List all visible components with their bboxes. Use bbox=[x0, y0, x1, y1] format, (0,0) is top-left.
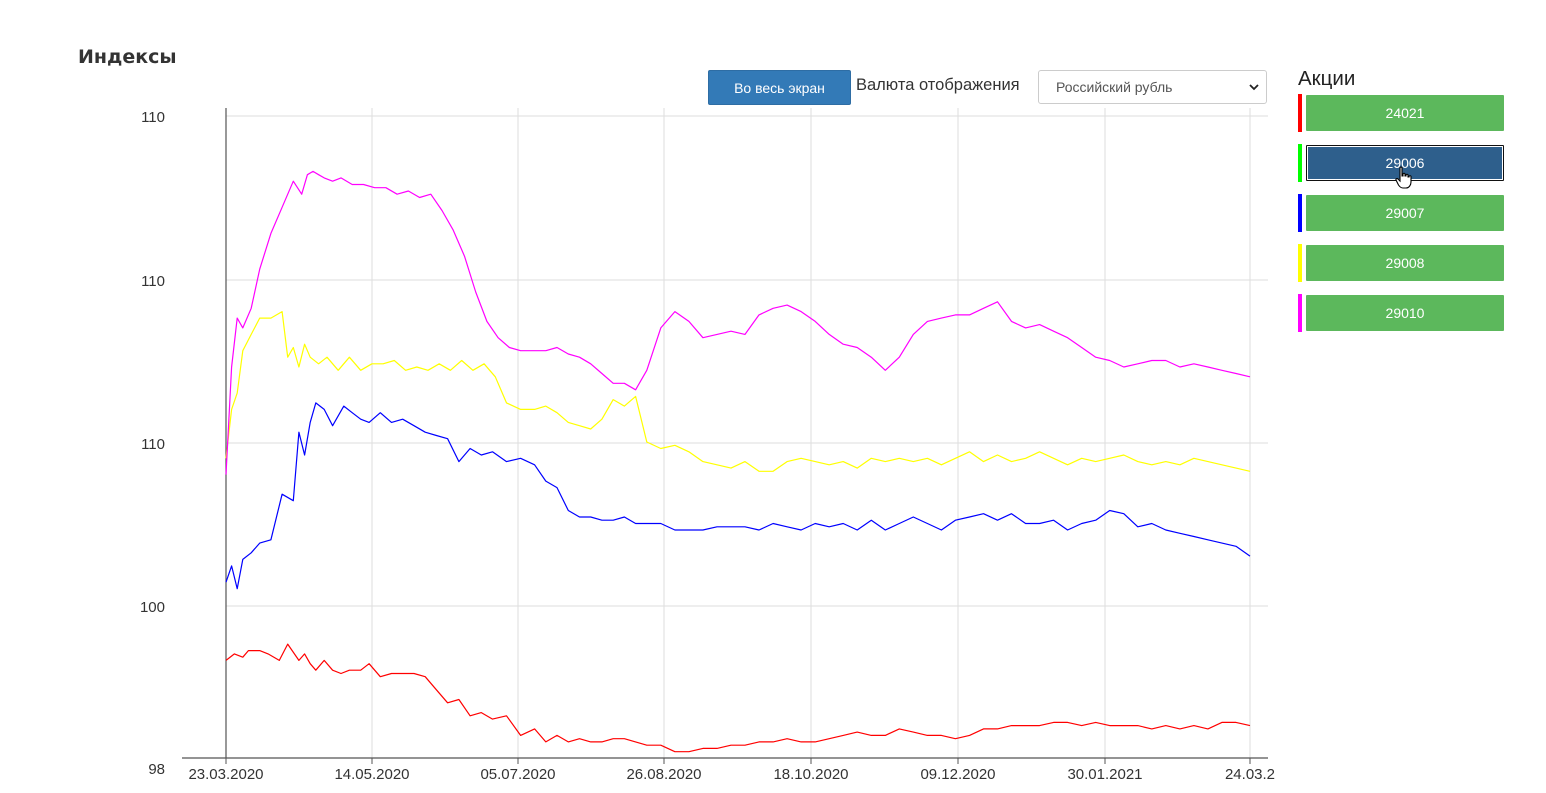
series-line-29008 bbox=[225, 311, 1251, 472]
fullscreen-button[interactable]: Во весь экран bbox=[708, 70, 851, 105]
y-tick-label: 100 bbox=[140, 599, 165, 616]
legend-swatch bbox=[1298, 94, 1302, 132]
y-tick-label: 110 bbox=[141, 436, 165, 453]
legend-item-24021: 24021 bbox=[1298, 94, 1504, 132]
x-tick-label: 26.08.2020 bbox=[626, 766, 701, 783]
stock-button-24021[interactable]: 24021 bbox=[1306, 95, 1504, 131]
legend-item-29010: 29010 bbox=[1298, 294, 1504, 332]
legend-item-29007: 29007 bbox=[1298, 194, 1504, 232]
series-line-29010 bbox=[225, 170, 1251, 475]
page-title: Индексы bbox=[78, 46, 177, 68]
series-line-24021 bbox=[225, 643, 1251, 753]
y-tick-label: 110 bbox=[141, 273, 165, 290]
y-tick-label: 110 bbox=[141, 109, 165, 126]
x-tick-label: 23.03.2020 bbox=[188, 766, 263, 783]
legend-swatch bbox=[1298, 144, 1302, 182]
hand-pointer-icon bbox=[1395, 166, 1412, 189]
currency-label: Валюта отображения bbox=[856, 76, 1020, 94]
x-tick-label: 30.01.2021 bbox=[1067, 766, 1142, 783]
legend-swatch bbox=[1298, 244, 1302, 282]
legend-swatch bbox=[1298, 194, 1302, 232]
x-tick-label: 14.05.2020 bbox=[334, 766, 409, 783]
x-tick-label: 18.10.2020 bbox=[773, 766, 848, 783]
currency-select[interactable]: Российский рубль bbox=[1038, 70, 1267, 104]
stocks-title: Акции bbox=[1298, 67, 1356, 90]
x-tick-label: 24.03.2 bbox=[1225, 766, 1275, 783]
chevron-down-icon bbox=[1249, 84, 1259, 91]
stock-button-29008[interactable]: 29008 bbox=[1306, 245, 1504, 281]
currency-select-value: Российский рубль bbox=[1056, 79, 1173, 95]
stock-button-29010[interactable]: 29010 bbox=[1306, 295, 1504, 331]
x-tick-label: 09.12.2020 bbox=[920, 766, 995, 783]
legend-swatch bbox=[1298, 294, 1302, 332]
y-tick-label: 98 bbox=[148, 761, 165, 778]
x-tick-label: 05.07.2020 bbox=[480, 766, 555, 783]
legend-item-29008: 29008 bbox=[1298, 244, 1504, 282]
stock-button-29007[interactable]: 29007 bbox=[1306, 195, 1504, 231]
series-line-29007 bbox=[225, 402, 1251, 590]
